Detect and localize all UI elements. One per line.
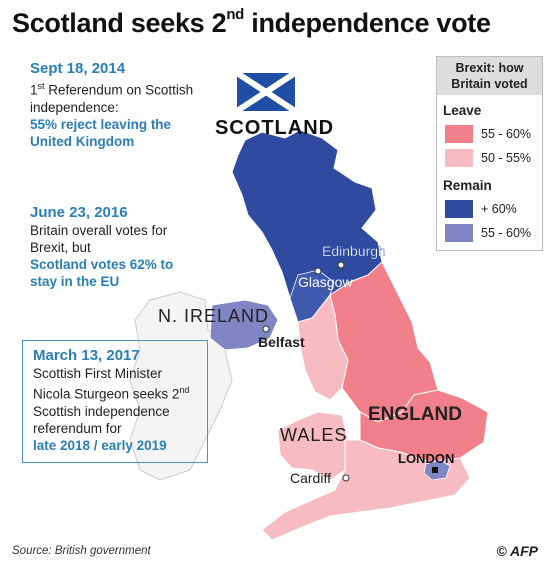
- north-west-region: [297, 293, 349, 401]
- ireland-outline: [129, 291, 233, 481]
- edinburgh-label: Edinburgh: [322, 243, 386, 259]
- legend-swatch: [445, 224, 473, 242]
- timeline-date: March 13, 2017: [33, 347, 140, 364]
- timeline-entry-2017: March 13, 2017 Scottish First Minister N…: [22, 340, 208, 463]
- scotland-label: SCOTLAND: [215, 117, 334, 139]
- legend-item: 55 - 60%: [437, 221, 542, 250]
- legend-item: + 60%: [437, 197, 542, 221]
- n-ireland-label: N. IRELAND: [158, 306, 269, 326]
- source-note: Source: British government: [12, 545, 151, 557]
- legend-swatch: [445, 200, 473, 218]
- cardiff-label: Cardiff: [290, 470, 331, 486]
- legend-heading: Brexit: how Britain voted: [437, 57, 542, 95]
- legend-group-remain: Remain: [443, 178, 492, 193]
- belfast-label: Belfast: [258, 334, 305, 350]
- scotland-flag: [235, 70, 297, 114]
- timeline-highlight: late 2018 / early 2019: [33, 437, 167, 453]
- page-title: Scotland seeks 2nd independence vote: [12, 6, 491, 38]
- glasgow-label: Glasgow: [298, 274, 353, 290]
- timeline-text: Scottish First Minister Nicola Sturgeon …: [33, 366, 190, 436]
- wales-label: WALES: [280, 425, 347, 445]
- timeline-entry-2016: June 23, 2016 Britain overall votes for …: [30, 204, 200, 290]
- legend-swatch: [445, 125, 473, 143]
- timeline-highlight: 55% reject leaving the United Kingdom: [30, 116, 172, 149]
- england-label: ENGLAND: [368, 404, 462, 425]
- afp-credit: © AFP: [496, 543, 538, 559]
- timeline-highlight: Scotland votes 62% to stay in the EU: [30, 257, 174, 289]
- london-label: LONDON: [398, 451, 454, 466]
- n-ireland-region: [209, 299, 279, 351]
- timeline-date: June 23, 2016: [30, 204, 128, 221]
- timeline-entry-2014: Sept 18, 2014 1st Referendum on Scottish…: [30, 60, 200, 150]
- timeline-date: Sept 18, 2014: [30, 60, 126, 77]
- south-england-region: [261, 439, 471, 541]
- map-legend: Brexit: how Britain voted Leave 55 - 60%…: [436, 56, 543, 251]
- legend-group-leave: Leave: [443, 103, 482, 118]
- london-marker: [432, 467, 438, 473]
- glasgow-marker: [314, 267, 322, 275]
- cardiff-marker: [342, 474, 350, 482]
- timeline-text: Britain overall votes for Brexit, but: [30, 223, 168, 255]
- edinburgh-marker: [337, 261, 345, 269]
- timeline-text: 1st Referendum on Scottish independence:: [30, 81, 194, 115]
- legend-swatch: [445, 149, 473, 167]
- legend-item: 55 - 60%: [437, 122, 542, 146]
- legend-item: 50 - 55%: [437, 146, 542, 170]
- belfast-marker: [262, 325, 270, 333]
